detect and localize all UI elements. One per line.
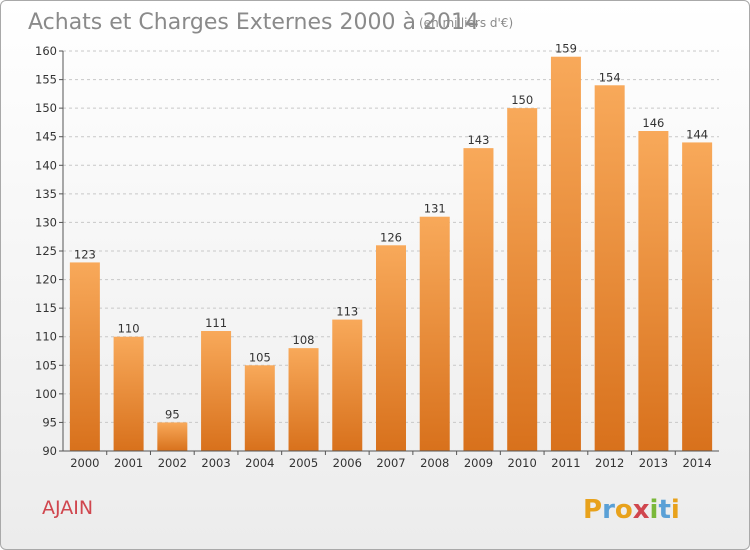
y-tick-label: 115: [35, 301, 57, 315]
x-tick-label-2000: 2000: [70, 456, 99, 470]
logo-letter: P: [583, 495, 602, 525]
chart-subtitle: (en milliers d'€): [419, 16, 513, 30]
data-label-2008: 131: [424, 202, 446, 216]
data-label-2014: 144: [686, 127, 708, 141]
x-tick-label-2012: 2012: [595, 456, 624, 470]
data-label-2009: 143: [467, 133, 489, 147]
data-label-2007: 126: [380, 230, 402, 244]
bar-2003: [201, 331, 232, 451]
logo-letter: i: [650, 495, 659, 525]
logo-letter: o: [615, 495, 633, 525]
x-tick-label-2007: 2007: [376, 456, 405, 470]
axes: 90 95 100 105 110 115 120 125 130 135 140 145 150 155…: [35, 44, 719, 470]
bar-2001: [113, 336, 144, 451]
y-tick-label: 100: [35, 387, 57, 401]
logo-letter: i: [671, 495, 680, 525]
data-label-2012: 154: [599, 70, 621, 84]
bar-2010: [507, 108, 538, 452]
x-tick-label-2014: 2014: [682, 456, 711, 470]
x-tick-label-2006: 2006: [333, 456, 362, 470]
bar-2002: [157, 422, 188, 451]
bars: 123 110 95 111 105 108 113 126 131 143 150 159 154 14…: [69, 42, 713, 452]
logo-letter: x: [633, 495, 650, 525]
data-label-2000: 123: [74, 247, 96, 261]
bar-2008: [419, 216, 450, 451]
y-tick-label: 105: [35, 358, 57, 372]
data-label-2001: 110: [118, 322, 140, 336]
data-label-2006: 113: [336, 305, 358, 319]
y-tick-label: 120: [35, 273, 57, 287]
bar-2013: [638, 131, 669, 451]
x-tick-label-2010: 2010: [508, 456, 537, 470]
x-tick-label-2003: 2003: [201, 456, 230, 470]
logo-letter: r: [602, 495, 615, 525]
bar-2009: [463, 148, 494, 451]
chart-title: Achats et Charges Externes 2000 à 2014: [28, 10, 479, 35]
bar-2004: [244, 365, 275, 451]
y-tick-label: 150: [35, 101, 57, 115]
y-tick-label: 140: [35, 158, 57, 172]
y-tick-label: 155: [35, 73, 57, 87]
y-tick-label: 135: [35, 187, 57, 201]
bar-2005: [288, 348, 319, 451]
y-tick-label: 125: [35, 244, 57, 258]
y-tick-label: 110: [35, 330, 57, 344]
bar-2000: [69, 262, 100, 451]
y-tick-label: 130: [35, 215, 57, 229]
data-label-2013: 146: [642, 116, 664, 130]
data-label-2010: 150: [511, 93, 533, 107]
y-tick-label: 145: [35, 130, 57, 144]
commune-name: AJAIN: [42, 497, 93, 519]
data-label-2002: 95: [165, 407, 180, 421]
x-tick-label-2005: 2005: [289, 456, 318, 470]
y-tick-label: 160: [35, 44, 57, 58]
proxiti-logo: Proxiti: [583, 495, 680, 525]
x-tick-label-2011: 2011: [551, 456, 580, 470]
x-tick-label-2004: 2004: [245, 456, 274, 470]
data-label-2004: 105: [249, 350, 271, 364]
bar-2011: [550, 56, 581, 451]
bar-2012: [594, 85, 625, 452]
x-tick-label-2009: 2009: [464, 456, 493, 470]
y-tick-label: 90: [42, 444, 57, 458]
logo-letter: t: [658, 495, 670, 525]
y-tick-label: 95: [42, 415, 57, 429]
bar-2007: [376, 245, 406, 451]
bar-2014: [682, 142, 713, 451]
x-tick-label-2001: 2001: [114, 456, 143, 470]
data-label-2003: 111: [205, 316, 227, 330]
data-label-2005: 108: [293, 333, 315, 347]
x-tick-label-2008: 2008: [420, 456, 449, 470]
data-label-2011: 159: [555, 42, 577, 56]
x-tick-label-2013: 2013: [639, 456, 668, 470]
bar-2006: [332, 319, 363, 451]
x-tick-label-2002: 2002: [158, 456, 187, 470]
